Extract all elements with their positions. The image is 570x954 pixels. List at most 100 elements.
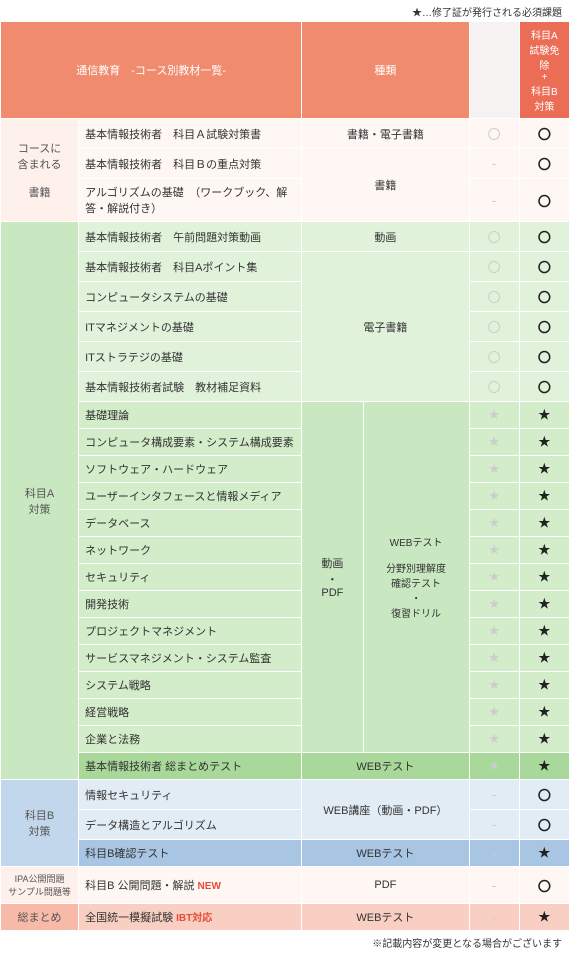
top-note: ★…修了証が発行される必須課題 <box>0 0 570 21</box>
item-label: 科目B 公開問題・解説 NEW <box>79 867 302 904</box>
mark: ★ <box>469 699 519 726</box>
table-row: 企業と法務★★ <box>1 726 570 753</box>
mark: ★ <box>469 591 519 618</box>
item-label: ネットワーク <box>79 537 302 564</box>
mark: 〇 <box>519 867 569 904</box>
table-row: 科目B 対策 情報セキュリティ WEB講座（動画・PDF） - 〇 <box>1 780 570 810</box>
mark: 〇 <box>519 342 569 372</box>
mark: ★ <box>469 645 519 672</box>
mark: - <box>469 149 519 179</box>
type-cell: 動画 ・ PDF <box>302 402 363 753</box>
table-row: アルゴリズムの基礎 （ワークブック、解答・解説付き） - 〇 <box>1 179 570 222</box>
ibt-badge: IBT対応 <box>176 913 212 924</box>
table-row: ネットワーク★★ <box>1 537 570 564</box>
item-label: アルゴリズムの基礎 （ワークブック、解答・解説付き） <box>79 179 302 222</box>
mark: ★ <box>519 645 569 672</box>
mark: - <box>469 780 519 810</box>
item-label: 経営戦略 <box>79 699 302 726</box>
item-label: コンピュータシステムの基礎 <box>79 282 302 312</box>
mark: ★ <box>519 672 569 699</box>
mark: ★ <box>519 402 569 429</box>
table-row: コンピュータ構成要素・システム構成要素★★ <box>1 429 570 456</box>
section-subjB: 科目B 対策 <box>1 780 79 867</box>
section-books: コースに 含まれる 書籍 <box>1 119 79 222</box>
mark: 〇 <box>469 119 519 149</box>
table-row: 基本情報技術者試験 教材補足資料〇〇 <box>1 372 570 402</box>
table-row: ITマネジメントの基礎〇〇 <box>1 312 570 342</box>
mark: ★ <box>469 429 519 456</box>
mark: 〇 <box>469 222 519 252</box>
item-label: 科目B確認テスト <box>79 840 302 867</box>
item-label: プロジェクトマネジメント <box>79 618 302 645</box>
mark: 〇 <box>519 119 569 149</box>
item-label: 基本情報技術者 科目Ｂの重点対策 <box>79 149 302 179</box>
item-label: システム戦略 <box>79 672 302 699</box>
mark: ★ <box>519 510 569 537</box>
mark: ★ <box>519 591 569 618</box>
mark: - <box>469 867 519 904</box>
course-table: 通信教育 -コース別教材一覧- 種類 科目A 試験免除 科目A 試験免除 + 科… <box>0 21 570 931</box>
table-row: 科目B確認テスト WEBテスト - ★ <box>1 840 570 867</box>
type-cell: 書籍・電子書籍 <box>302 119 469 149</box>
mark: ★ <box>469 510 519 537</box>
mark: ★ <box>519 564 569 591</box>
section-subjA: 科目A 対策 <box>1 222 79 780</box>
mark: ★ <box>519 904 569 931</box>
item-label: 基本情報技術者 総まとめテスト <box>79 753 302 780</box>
mark: ★ <box>469 483 519 510</box>
table-row: プロジェクトマネジメント★★ <box>1 618 570 645</box>
mark: - <box>469 810 519 840</box>
mark: 〇 <box>469 282 519 312</box>
table-row: 開発技術 ★★ <box>1 591 570 618</box>
mark: 〇 <box>469 312 519 342</box>
new-badge: NEW <box>198 881 221 892</box>
item-label: 基本情報技術者 科目Aポイント集 <box>79 252 302 282</box>
table-row: システム戦略★★ <box>1 672 570 699</box>
item-label: ユーザーインタフェースと情報メディア <box>79 483 302 510</box>
mark: ★ <box>519 456 569 483</box>
table-row: データ構造とアルゴリズム -〇 <box>1 810 570 840</box>
mark: 〇 <box>519 222 569 252</box>
type-cell: WEB講座（動画・PDF） <box>302 780 469 840</box>
table-row: 経営戦略 ★★ <box>1 699 570 726</box>
type-cell: PDF <box>302 867 469 904</box>
table-row: 基礎理論 動画 ・ PDF WEBテスト 分野別理解度 確認テスト ・ 復習ドリ… <box>1 402 570 429</box>
header-col1: 科目A 試験免除 <box>469 22 519 119</box>
header-main: 通信教育 -コース別教材一覧- <box>1 22 302 119</box>
item-label: セキュリティ <box>79 564 302 591</box>
mark: - <box>469 840 519 867</box>
table-row: ITストラテジの基礎〇〇 <box>1 342 570 372</box>
mark: 〇 <box>519 149 569 179</box>
header-type: 種類 <box>302 22 469 119</box>
mark: ★ <box>469 753 519 780</box>
item-label: 開発技術 <box>79 591 302 618</box>
item-label: データ構造とアルゴリズム <box>79 810 302 840</box>
mark: ★ <box>469 456 519 483</box>
section-summary: 総まとめ <box>1 904 79 931</box>
type-cell: 動画 <box>302 222 469 252</box>
mark: 〇 <box>469 372 519 402</box>
mark: ★ <box>519 726 569 753</box>
table-row: ソフトウェア・ハードウェア★★ <box>1 456 570 483</box>
type-cell: 電子書籍 <box>302 252 469 402</box>
table-row: 基本情報技術者 総まとめテスト WEBテスト ★ ★ <box>1 753 570 780</box>
mark: 〇 <box>519 282 569 312</box>
mark: ★ <box>519 840 569 867</box>
type-cell: WEBテスト <box>302 904 469 931</box>
table-row: セキュリティ★★ <box>1 564 570 591</box>
mark: ★ <box>469 726 519 753</box>
mark: ★ <box>519 699 569 726</box>
table-row: データベース★★ <box>1 510 570 537</box>
mark: - <box>469 904 519 931</box>
mark: - <box>469 179 519 222</box>
mark: 〇 <box>469 342 519 372</box>
mark: 〇 <box>469 252 519 282</box>
mark: 〇 <box>519 780 569 810</box>
item-label: 基本情報技術者試験 教材補足資料 <box>79 372 302 402</box>
mark: 〇 <box>519 810 569 840</box>
item-label: 情報セキュリティ <box>79 780 302 810</box>
table-row: ユーザーインタフェースと情報メディア★★ <box>1 483 570 510</box>
mark: ★ <box>519 753 569 780</box>
mark: ★ <box>469 402 519 429</box>
item-label: 基本情報技術者 午前問題対策動画 <box>79 222 302 252</box>
